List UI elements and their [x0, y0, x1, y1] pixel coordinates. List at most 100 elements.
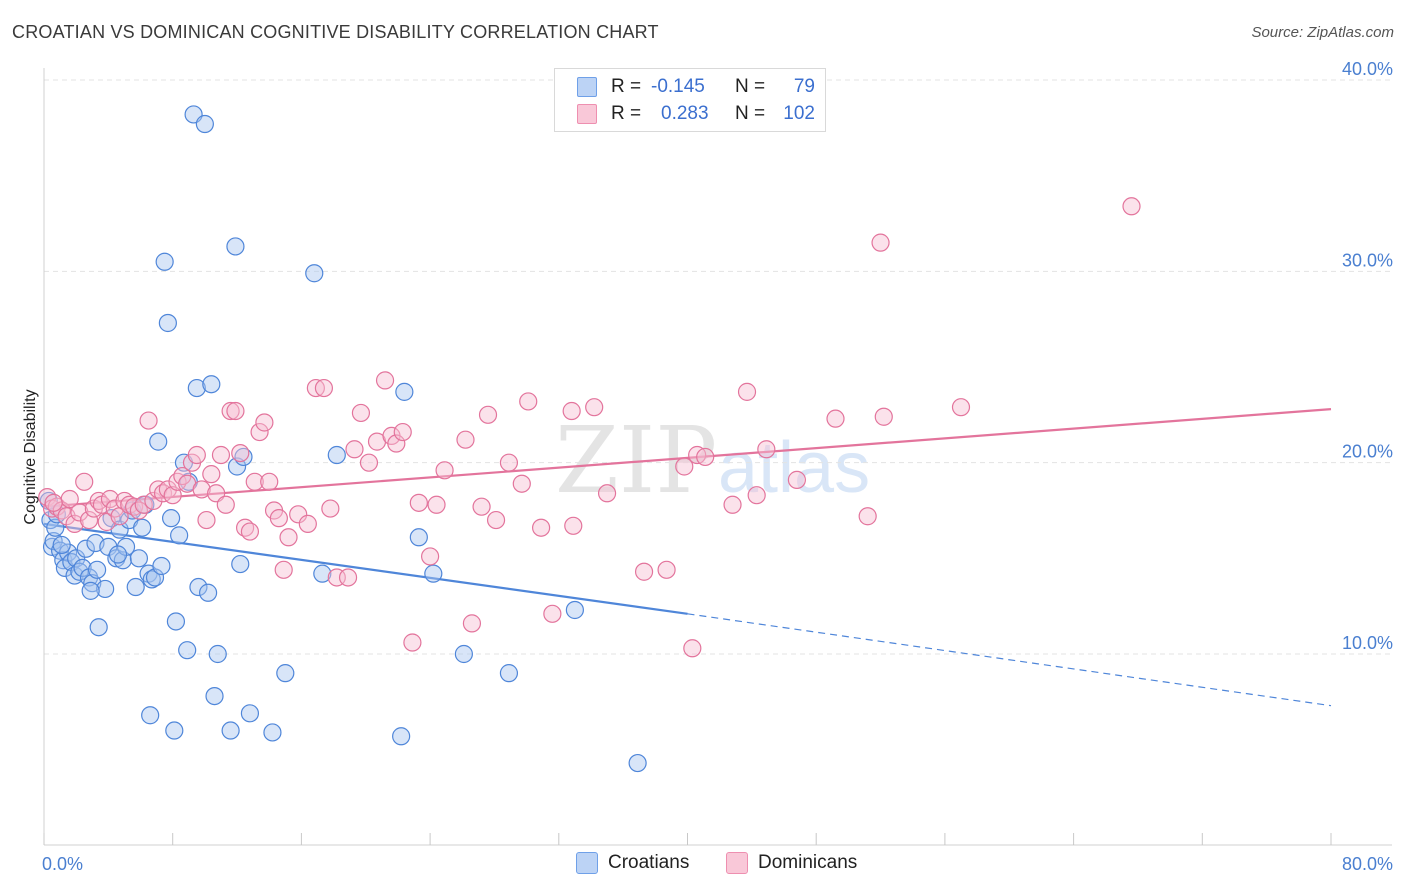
point-croatians [170, 526, 189, 545]
point-croatians [145, 568, 165, 587]
point-dominicans [375, 371, 395, 390]
point-croatians [187, 378, 206, 398]
point-dominicans [158, 480, 177, 499]
point-dominicans [192, 480, 211, 499]
point-dominicans [634, 562, 654, 581]
point-dominicans [231, 444, 250, 463]
point-dominicans [472, 497, 491, 516]
point-dominicans [757, 440, 776, 459]
y-axis-title: Cognitive Disability [22, 389, 39, 524]
bottom-legend-label-croatians: Croatians [608, 852, 690, 873]
point-dominicans [274, 560, 293, 579]
bottom-legend: Croatians Dominicans [0, 852, 1406, 878]
point-dominicans [197, 510, 216, 530]
point-dominicans [393, 422, 412, 442]
point-croatians [89, 618, 108, 637]
point-croatians [96, 579, 115, 599]
point-croatians [165, 721, 184, 740]
point-dominicans [683, 639, 702, 658]
chart-title: CROATIAN VS DOMINICAN COGNITIVE DISABILI… [12, 22, 659, 42]
point-dominicans [723, 495, 742, 514]
point-dominicans [129, 501, 149, 520]
legend-row-dominicans: R = 0.283 N = 102 [577, 101, 815, 127]
point-dominicans [657, 560, 676, 579]
point-croatians [226, 237, 245, 256]
point-dominicans [409, 493, 428, 512]
point-dominicans [456, 430, 475, 449]
point-croatians [178, 641, 197, 660]
legend-r-value: -0.145 [651, 76, 705, 97]
point-croatians [195, 114, 214, 134]
point-croatians [142, 570, 161, 589]
point-croatians [73, 558, 92, 578]
point-dominicans [269, 509, 288, 528]
point-croatians [409, 528, 428, 547]
point-dominicans [255, 413, 274, 432]
watermark-atlas: atlas [718, 428, 870, 508]
point-dominicans [427, 495, 446, 514]
legend: R = -0.145 N = 79 R = 0.283 N = 102 [554, 68, 826, 132]
point-dominicans [387, 434, 406, 453]
point-croatians [227, 457, 247, 476]
trend-line-croatians [43, 522, 688, 615]
point-dominicans [826, 409, 845, 428]
point-dominicans [216, 495, 235, 514]
trend-line-dashed-croatians [687, 613, 1332, 707]
point-dominicans [187, 445, 206, 465]
legend-r-label: R = [611, 103, 642, 124]
point-croatians [327, 445, 346, 465]
bottom-legend-swatch-dominicans [726, 852, 748, 874]
point-dominicans [951, 398, 971, 417]
point-dominicans [512, 474, 531, 493]
point-croatians [133, 518, 152, 537]
y-tick-label: 10.0% [1342, 633, 1393, 653]
point-dominicans [403, 633, 422, 652]
point-croatians [166, 612, 186, 631]
point-dominicans [421, 547, 440, 566]
bottom-legend-dominicans: Dominicans [726, 852, 857, 874]
point-dominicans [351, 403, 371, 423]
point-dominicans [737, 382, 757, 401]
point-dominicans [696, 447, 715, 467]
point-dominicans [435, 461, 454, 480]
point-croatians [126, 577, 145, 597]
point-croatians [67, 549, 86, 568]
point-dominicans [747, 486, 766, 505]
point-croatians [454, 644, 473, 664]
point-dominicans [543, 604, 562, 623]
point-dominicans [874, 407, 893, 426]
point-dominicans [211, 445, 231, 465]
point-croatians [208, 644, 227, 664]
point-dominicans [289, 505, 308, 524]
point-dominicans [359, 453, 379, 472]
point-croatians [152, 556, 171, 576]
point-croatians [46, 518, 65, 537]
point-croatians [313, 564, 332, 583]
point-croatians [276, 664, 295, 683]
point-dominicans [321, 499, 340, 518]
y-tick-label: 20.0% [1342, 442, 1393, 462]
point-croatians [161, 509, 181, 528]
y-tick-label: 40.0% [1342, 59, 1393, 79]
legend-n-label: N = [735, 76, 766, 97]
point-croatians [205, 686, 224, 706]
point-dominicans [499, 453, 519, 472]
point-dominicans [163, 486, 182, 505]
point-dominicans [486, 510, 506, 530]
point-croatians [129, 549, 149, 568]
point-dominicans [75, 472, 94, 491]
point-dominicans [345, 440, 364, 459]
point-dominicans [250, 422, 269, 442]
point-dominicans [585, 398, 604, 417]
point-croatians [113, 551, 132, 570]
point-dominicans [858, 507, 877, 526]
bottom-legend-swatch-croatians [576, 852, 598, 874]
y-tick-label: 30.0% [1342, 250, 1393, 270]
point-dominicans [79, 510, 99, 530]
point-dominicans [597, 484, 617, 503]
point-dominicans [314, 378, 334, 398]
point-dominicans [65, 514, 84, 533]
points [38, 105, 1141, 773]
point-croatians [565, 600, 584, 620]
